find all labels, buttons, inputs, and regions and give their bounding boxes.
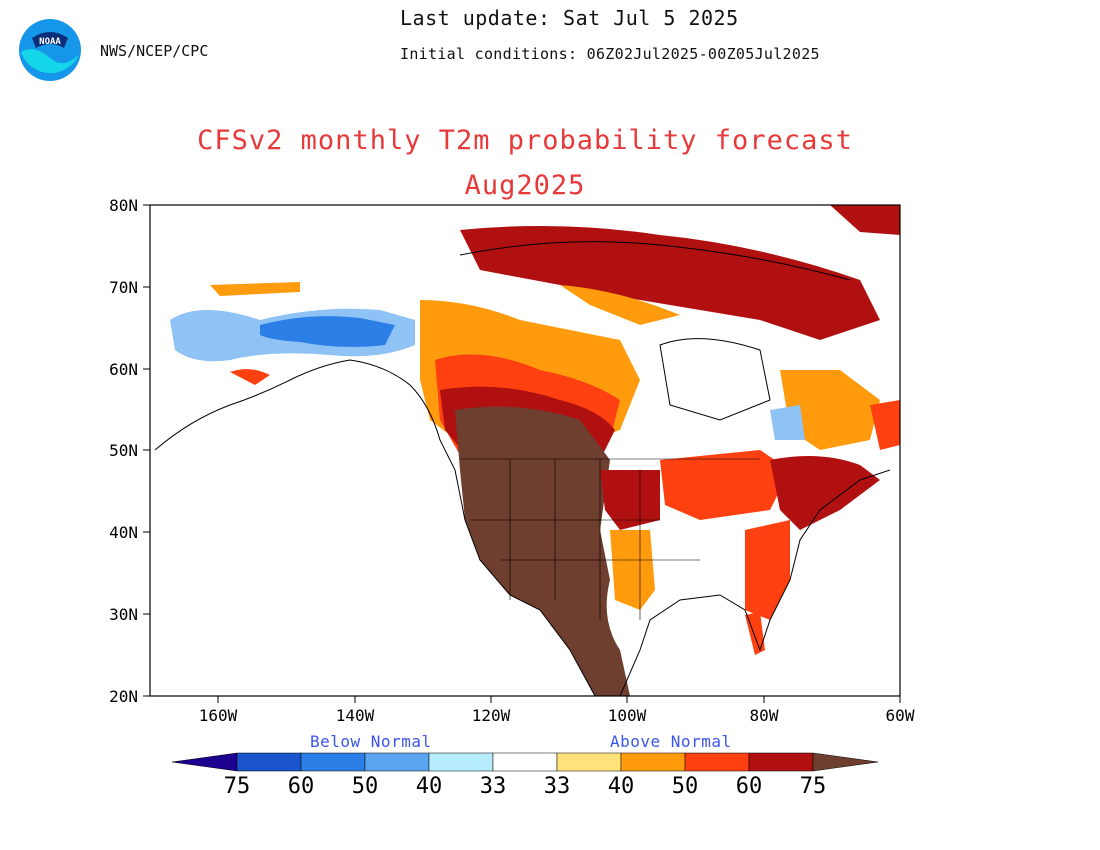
legend-tick: 75 <box>800 774 827 799</box>
labrador-blue <box>770 405 805 440</box>
arctic-islands-darkred <box>460 226 880 340</box>
lat-label: 30N <box>109 605 138 624</box>
coastlines <box>154 241 891 696</box>
legend-tick: 40 <box>608 774 635 799</box>
quebec-orange <box>780 370 880 450</box>
northeast-darkred <box>770 456 880 530</box>
initial-conditions: Initial conditions: 06Z02Jul2025-00Z05Ju… <box>400 45 820 63</box>
plains-red <box>600 470 660 530</box>
legend-swatch-above-50 <box>684 752 750 772</box>
greenland-darkred <box>830 205 900 235</box>
legend-tick: 50 <box>672 774 699 799</box>
legend-tick: 40 <box>416 774 443 799</box>
legend-swatch-above-60 <box>748 752 814 772</box>
legend-swatch-above-33 <box>556 752 622 772</box>
legend-tick: 60 <box>736 774 763 799</box>
alaska-north-coast-above <box>210 282 300 296</box>
legend-swatch-above-40 <box>620 752 686 772</box>
lon-label: 160W <box>199 706 238 725</box>
east-coast-red <box>745 520 790 620</box>
great-lakes-red <box>660 450 790 520</box>
legend-tick: 75 <box>224 774 251 799</box>
below-normal-label: Below Normal <box>310 732 432 751</box>
legend-tick: 33 <box>544 774 571 799</box>
hudson-bay-white <box>660 342 760 420</box>
map-title: CFSv2 monthly T2m probability forecast <box>197 125 853 156</box>
legend-tick: 50 <box>352 774 379 799</box>
lon-axis <box>217 696 901 703</box>
legend-tick: 60 <box>288 774 315 799</box>
alaska-below-normal-core <box>260 316 395 347</box>
lat-label: 40N <box>109 523 138 542</box>
state-borders <box>460 458 760 620</box>
lon-label: 100W <box>608 706 647 725</box>
agency-label: NWS/NCEP/CPC <box>100 42 209 60</box>
lat-label: 50N <box>109 441 138 460</box>
legend-swatch-below-33 <box>428 752 494 772</box>
noaa-logo-text: NOAA <box>39 37 61 47</box>
legend-swatch-below-75plus <box>171 752 238 772</box>
legend-swatch-below-40 <box>364 752 430 772</box>
lat-label: 20N <box>109 687 138 706</box>
lat-label: 80N <box>109 196 138 215</box>
alaska-south-coast-above <box>230 369 270 385</box>
legend-swatch-below-50 <box>300 752 366 772</box>
arctic-islands-orange <box>560 285 680 325</box>
lon-label: 80W <box>750 706 779 725</box>
map-subtitle: Aug2025 <box>464 170 586 201</box>
maritimes-red <box>870 400 900 450</box>
legend-tick: 33 <box>480 774 507 799</box>
lat-label: 60N <box>109 360 138 379</box>
legend-swatch-below-60 <box>236 752 302 772</box>
lat-label: 70N <box>109 278 138 297</box>
noaa-logo: NOAA <box>19 19 81 81</box>
legend-swatch-above-75plus <box>812 752 879 772</box>
lon-label: 60W <box>886 706 915 725</box>
southern-plains-orange <box>610 530 655 610</box>
lon-label: 120W <box>472 706 511 725</box>
last-update: Last update: Sat Jul 5 2025 <box>400 6 739 30</box>
lon-label: 140W <box>336 706 375 725</box>
above-normal-label: Above Normal <box>610 732 732 751</box>
lat-axis <box>143 204 150 697</box>
legend-swatch-normal <box>492 752 558 772</box>
western-us-brown <box>455 406 630 696</box>
